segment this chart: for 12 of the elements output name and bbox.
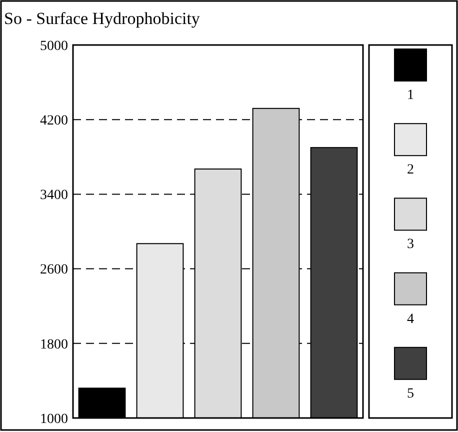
legend-label: 2: [407, 162, 414, 178]
y-tick-label: 5000: [40, 38, 68, 54]
legend-label: 4: [407, 312, 414, 327]
y-tick-label: 3400: [40, 188, 68, 204]
legend-label: 5: [407, 386, 414, 402]
legend-label: 1: [407, 88, 414, 103]
y-tick-label: 4200: [40, 114, 68, 128]
chart-title: So - Surface Hydrophobicity: [4, 9, 200, 28]
y-tick-label: 1800: [40, 337, 68, 352]
y-tick-label: 1000: [40, 412, 68, 427]
legend-label: 3: [407, 237, 414, 252]
y-tick-label: 2600: [40, 262, 68, 278]
